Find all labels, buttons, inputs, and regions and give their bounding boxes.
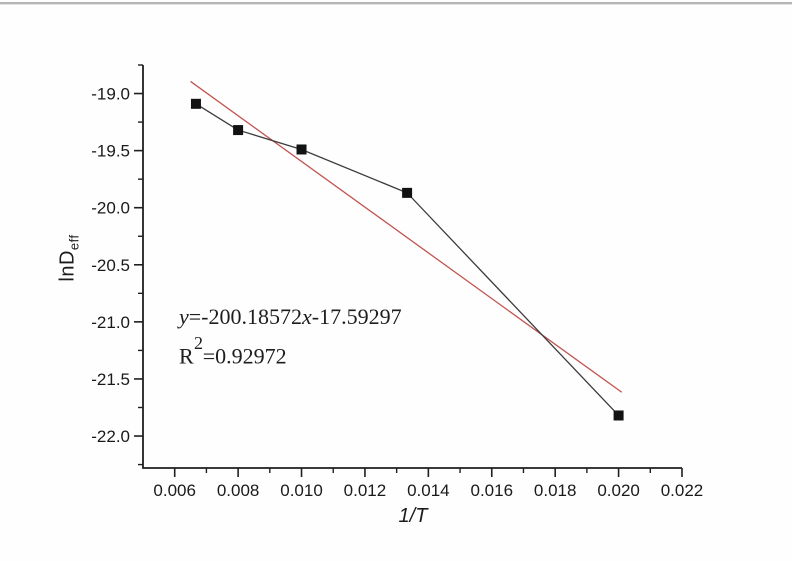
x-tick-label: 0.014	[407, 481, 450, 500]
y-tick-label: -22.0	[91, 427, 130, 446]
x-tick-label: 0.006	[153, 481, 196, 500]
y-tick-label: -20.5	[91, 256, 130, 275]
y-tick-label: -19.0	[91, 85, 130, 104]
y-axis-title: lnDeff	[57, 234, 82, 281]
fit-annotation: y=-200.18572x-17.59297 R2=0.92972	[179, 304, 402, 370]
data-point-marker	[613, 410, 624, 421]
fit-line	[190, 80, 623, 393]
data-point-marker	[402, 187, 413, 198]
equation-slope: =-200.18572	[188, 304, 302, 329]
y-tick-label: -21.5	[91, 370, 130, 389]
data-point-marker	[296, 144, 307, 155]
x-tick-label: 0.018	[534, 481, 577, 500]
data-point-marker	[190, 98, 201, 109]
r-squared-base: R	[179, 343, 194, 369]
x-tick-label: 0.008	[217, 481, 260, 500]
y-axis-title-subscript: eff	[66, 234, 82, 251]
data-point-marker	[233, 125, 244, 136]
r-squared-exponent: 2	[194, 332, 204, 353]
x-tick-label: 0.022	[661, 481, 704, 500]
fit-r-squared: R2=0.92972	[179, 333, 402, 370]
y-tick-label: -21.0	[91, 313, 130, 332]
axis-frame	[142, 65, 682, 469]
x-tick-label: 0.012	[344, 481, 387, 500]
equation-intercept: -17.59297	[311, 304, 402, 329]
y-tick-label: -19.5	[91, 142, 130, 161]
equation-var-x: x	[302, 304, 312, 329]
y-tick-label: -20.0	[91, 199, 130, 218]
y-axis-title-main: lnD	[56, 250, 79, 282]
x-tick-label: 0.020	[597, 481, 640, 500]
x-tick-label: 0.010	[280, 481, 323, 500]
fit-equation: y=-200.18572x-17.59297	[179, 304, 402, 330]
equation-var-y: y	[179, 304, 189, 329]
x-tick-label: 0.016	[470, 481, 513, 500]
window-top-border	[0, 2, 792, 4]
r-squared-value: =0.92972	[202, 343, 287, 369]
x-axis-title: 1/T	[398, 505, 428, 527]
